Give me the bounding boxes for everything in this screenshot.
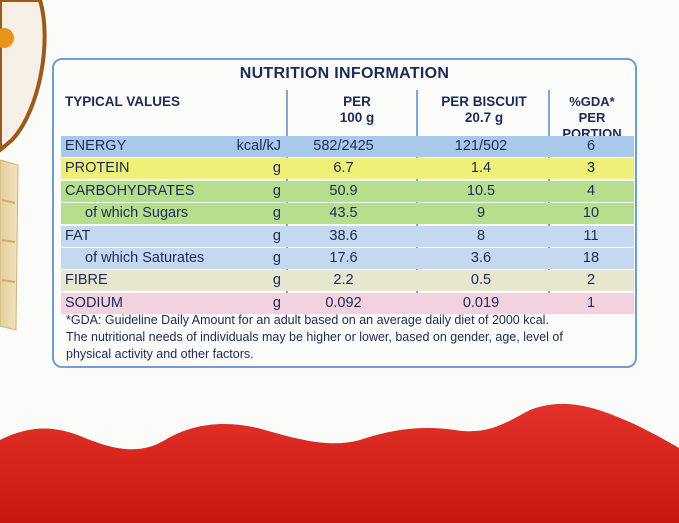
header-per-100g: PER 100 g [302, 94, 412, 126]
nutrient-unit: g [272, 205, 281, 222]
nutrition-row: CARBOHYDRATES g 50.9 10.5 4 [61, 180, 634, 202]
wafer-piece [0, 159, 19, 331]
value-per-biscuit: 0.019 [462, 294, 500, 311]
value-gda: 1 [586, 294, 596, 311]
value-per-100g: 2.2 [333, 272, 354, 289]
value-per-100g: 582/2425 [313, 138, 374, 154]
header-per-100g-line1: PER [343, 94, 371, 109]
nutrient-name: SODIUM [65, 294, 123, 311]
nutrition-row: PROTEIN g 6.7 1.4 3 [61, 158, 634, 180]
value-gda: 3 [586, 160, 596, 177]
value-per-biscuit: 121/502 [454, 138, 508, 154]
nutrient-unit: g [272, 294, 281, 311]
nutrient-unit: g [272, 182, 281, 199]
value-gda: 2 [586, 272, 596, 289]
value-gda: 4 [586, 182, 596, 199]
value-per-biscuit: 8 [476, 227, 486, 244]
red-band [0, 403, 679, 523]
header-per-100g-line2: 100 g [339, 110, 375, 125]
nutrient-unit: g [272, 250, 281, 266]
nutrient-name: FAT [65, 227, 91, 244]
panel-title: NUTRITION INFORMATION [239, 65, 450, 82]
nutrient-name: of which Sugars [85, 205, 189, 222]
value-per-100g: 0.092 [325, 294, 362, 311]
header-gda-line1: %GDA* [569, 94, 615, 109]
nutrition-row: ENERGY kcal/kJ 582/2425 121/502 6 [61, 136, 634, 157]
nutrition-row: of which Saturates g 17.6 3.6 18 [61, 248, 634, 269]
nutrient-name: FIBRE [65, 272, 108, 289]
value-per-100g: 43.5 [329, 205, 358, 222]
value-per-100g: 50.9 [329, 182, 358, 199]
value-per-biscuit: 3.6 [470, 250, 492, 266]
nutrient-name: ENERGY [65, 138, 127, 154]
nutrition-row: FAT g 38.6 8 11 [61, 225, 634, 247]
nutrient-name: of which Saturates [85, 250, 205, 266]
character-face-partial [0, 0, 47, 153]
nutrition-row: of which Sugars g 43.5 9 10 [61, 203, 634, 225]
gda-footnote: *GDA: Guideline Daily Amount for an adul… [66, 312, 631, 363]
value-gda: 6 [586, 138, 596, 154]
value-per-100g: 6.7 [333, 160, 354, 177]
nutrient-unit: g [272, 227, 281, 244]
nutrient-name: CARBOHYDRATES [65, 182, 195, 199]
nutrient-unit: kcal/kJ [236, 138, 281, 154]
footnote-line-3: physical activity and other factors. [66, 347, 254, 361]
nutrient-unit: g [272, 272, 281, 289]
nutrition-row: FIBRE g 2.2 0.5 2 [61, 270, 634, 292]
value-per-100g: 38.6 [329, 227, 358, 244]
nutrition-row: SODIUM g 0.092 0.019 1 [61, 292, 634, 314]
value-gda: 10 [582, 205, 600, 222]
nutrition-panel: NUTRITION INFORMATION TYPICAL VALUES PER… [52, 58, 637, 368]
header-per-biscuit: PER BISCUIT 20.7 g [424, 94, 544, 126]
value-per-100g: 17.6 [329, 250, 358, 266]
nutrient-name: PROTEIN [65, 160, 130, 177]
value-per-biscuit: 1.4 [470, 160, 492, 177]
value-per-biscuit: 0.5 [470, 272, 492, 289]
header-per-biscuit-line2: 20.7 g [464, 110, 504, 125]
header-per-biscuit-line1: PER BISCUIT [441, 94, 527, 109]
footnote-line-2: The nutritional needs of individuals may… [66, 330, 563, 344]
value-gda: 11 [583, 227, 599, 244]
wafer-lines [1, 199, 16, 283]
header-gda: %GDA* PER PORTION [548, 94, 636, 142]
value-per-biscuit: 9 [476, 205, 486, 222]
value-gda: 18 [582, 250, 600, 266]
header-typical-values: TYPICAL VALUES [65, 94, 181, 109]
value-per-biscuit: 10.5 [466, 182, 496, 199]
footnote-line-1: *GDA: Guideline Daily Amount for an adul… [66, 313, 549, 327]
character-cheek [0, 28, 14, 48]
nutrient-unit: g [272, 160, 281, 177]
